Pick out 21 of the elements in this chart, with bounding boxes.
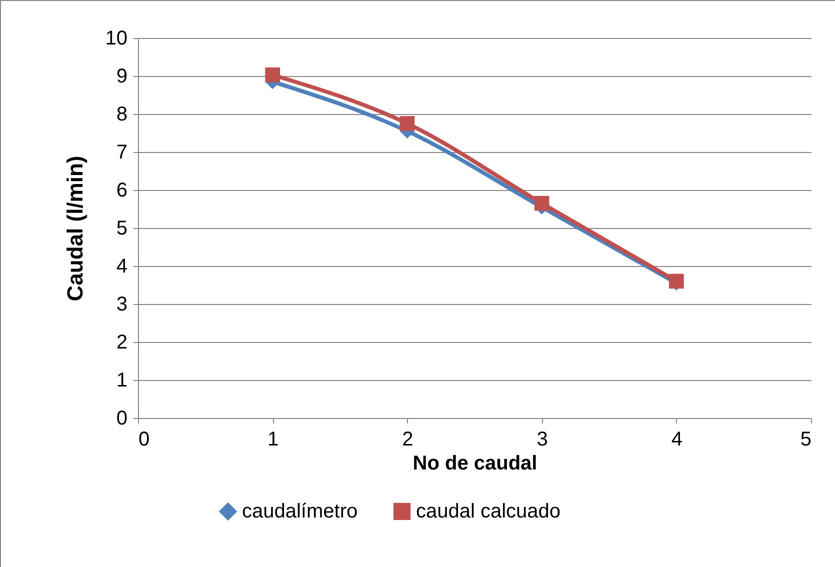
x-tick-label: 3 <box>536 428 548 450</box>
x-tick-label: 0 <box>138 428 150 450</box>
y-tick-label: 2 <box>116 332 128 354</box>
y-tick-label: 10 <box>105 28 128 50</box>
y-tick-label: 7 <box>116 142 128 164</box>
y-tick-label: 9 <box>116 66 128 88</box>
legend-label: caudalímetro <box>242 500 358 522</box>
x-tick-label: 4 <box>671 428 682 450</box>
x-tick-label: 1 <box>268 428 279 450</box>
x-tick-label: 2 <box>402 428 414 450</box>
x-axis-title: No de caudal <box>412 452 538 474</box>
y-tick-label: 1 <box>116 370 128 392</box>
y-tick-label: 8 <box>116 104 128 126</box>
y-axis-title: Caudal (l/min) <box>62 156 88 302</box>
y-tick-label: 3 <box>116 294 128 316</box>
y-tick-label: 0 <box>116 408 128 430</box>
y-tick-label: 6 <box>116 180 128 202</box>
x-tick-label: 5 <box>800 428 812 450</box>
y-tick-label: 4 <box>116 256 128 278</box>
y-tick-label: 5 <box>116 218 128 240</box>
legend-label: caudal calcuado <box>416 500 561 522</box>
